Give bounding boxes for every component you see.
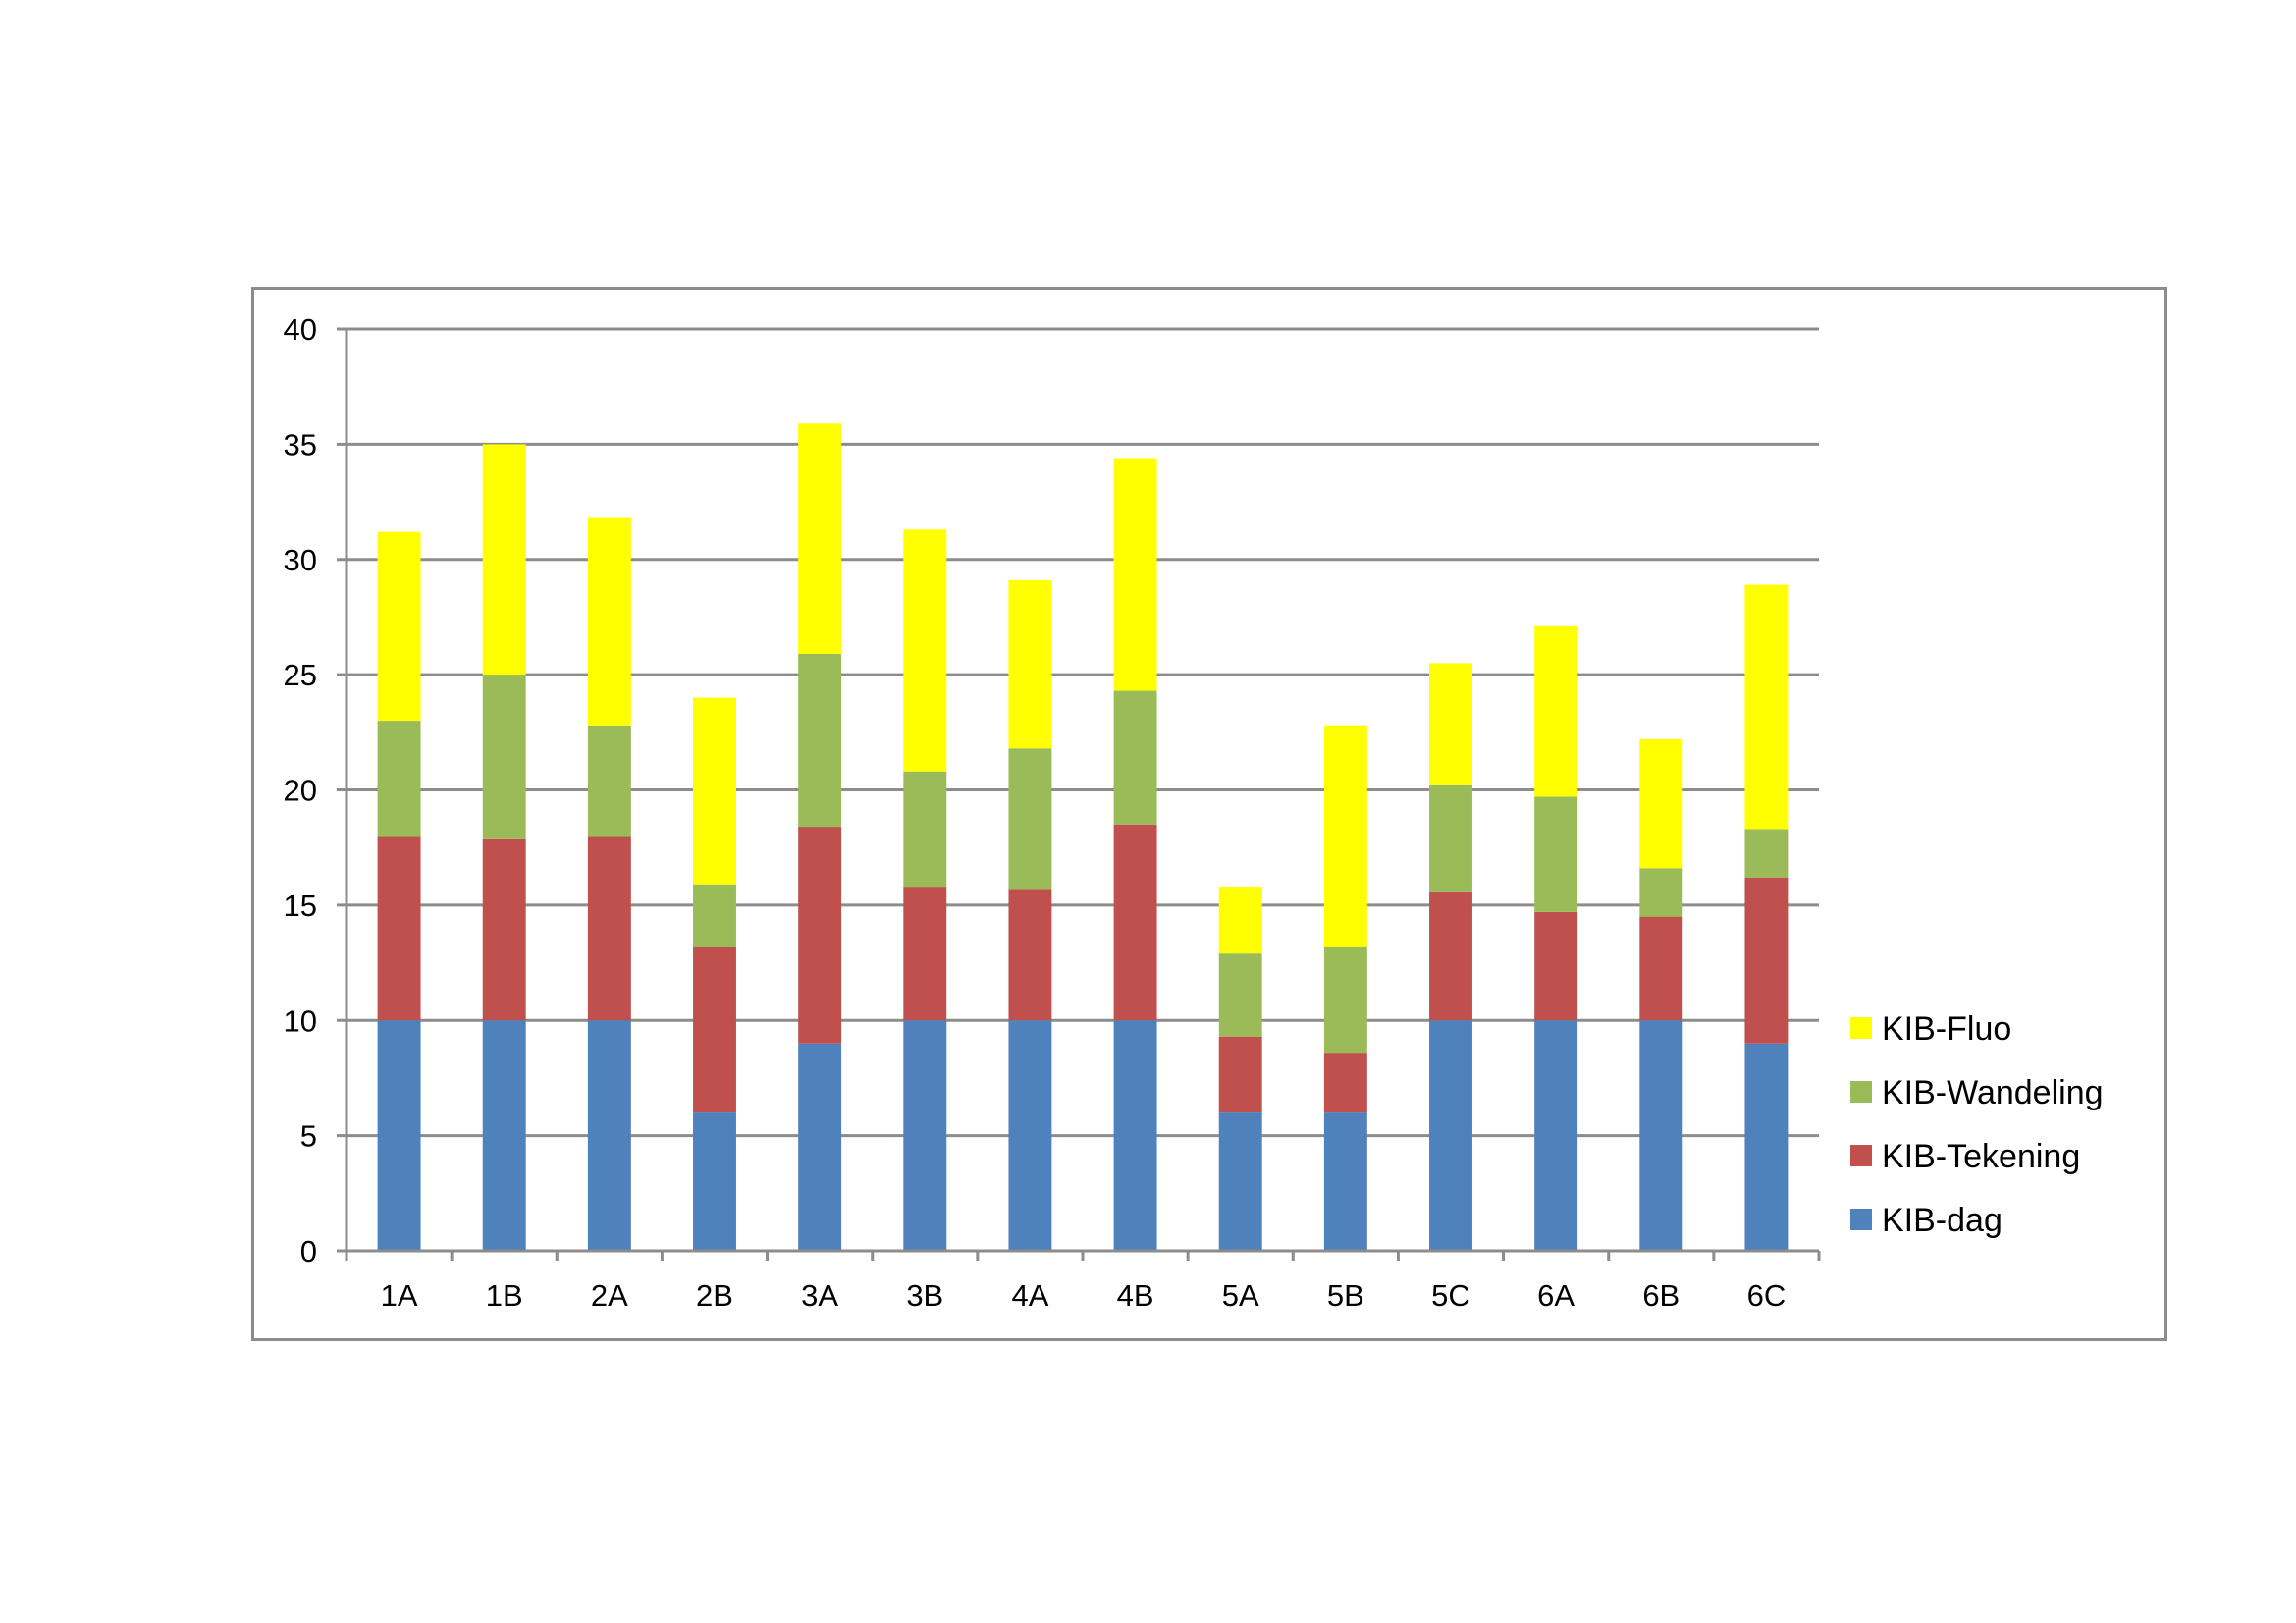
bars (377, 423, 1789, 1251)
y-tick-labels: 0 5 10 15 20 25 30 35 40 (284, 312, 317, 1269)
bar-6C-kib-wandeling (1744, 829, 1789, 878)
bar-5C-kib-tekening (1429, 891, 1472, 1021)
bar-4B-kib-fluo (1113, 458, 1157, 691)
x-tick-label-2B: 2B (696, 1278, 733, 1313)
bar-1B-kib-wandeling (482, 675, 526, 839)
bar-5A-kib-dag (1218, 1112, 1262, 1251)
bar-4A-kib-tekening (1008, 889, 1052, 1021)
x-tick-label-6C: 6C (1747, 1278, 1787, 1313)
bar-1B-kib-tekening (482, 838, 526, 1021)
bar-2A-kib-dag (587, 1020, 631, 1251)
bar-3A-kib-tekening (798, 827, 842, 1044)
bar-2B-kib-wandeling (693, 884, 736, 947)
x-tick-label-6B: 6B (1642, 1278, 1680, 1313)
x-tick-label-3B: 3B (906, 1278, 943, 1313)
bar-5C-kib-dag (1429, 1020, 1472, 1251)
x-tick-label-5C: 5C (1431, 1278, 1470, 1313)
bar-4B-kib-dag (1113, 1020, 1157, 1251)
bar-1A-kib-wandeling (377, 721, 421, 837)
legend-label-kib-fluo: KIB-Fluo (1882, 1010, 2011, 1048)
bar-4A-kib-fluo (1008, 579, 1052, 749)
bar-3A-kib-wandeling (798, 653, 842, 828)
bar-2A-kib-wandeling (587, 725, 631, 837)
x-tick-label-2A: 2A (591, 1278, 628, 1313)
bar-3A-kib-dag (798, 1043, 842, 1251)
bar-5B-kib-tekening (1323, 1053, 1367, 1113)
bar-6A-kib-tekening (1534, 911, 1578, 1021)
y-tick-label-30: 30 (284, 543, 317, 577)
bar-2B-kib-fluo (693, 697, 736, 885)
bar-6B-kib-dag (1639, 1020, 1683, 1251)
x-tick-label-1A: 1A (381, 1278, 418, 1313)
bar-5A-kib-tekening (1218, 1036, 1262, 1113)
bar-3A-kib-fluo (798, 423, 842, 654)
bar-1A-kib-dag (377, 1020, 421, 1251)
legend-label-kib-tekening: KIB-Tekening (1882, 1138, 2080, 1175)
legend-swatch-kib-fluo (1850, 1017, 1872, 1039)
bar-1A-kib-tekening (377, 836, 421, 1021)
x-tick-label-5B: 5B (1327, 1278, 1364, 1313)
bar-5C-kib-wandeling (1429, 784, 1472, 892)
y-tick-label-0: 0 (300, 1234, 317, 1269)
bar-6A-kib-dag (1534, 1020, 1578, 1251)
x-tick-label-5A: 5A (1222, 1278, 1259, 1313)
bar-6A-kib-wandeling (1534, 796, 1578, 912)
bar-5C-kib-fluo (1429, 663, 1472, 785)
gridlines (347, 327, 1819, 1138)
x-tick-label-1B: 1B (486, 1278, 523, 1313)
y-tick-label-20: 20 (284, 774, 317, 808)
bar-4A-kib-wandeling (1008, 748, 1052, 890)
legend-swatch-kib-wandeling (1850, 1081, 1872, 1103)
bar-5A-kib-fluo (1218, 887, 1262, 954)
bar-2B-kib-tekening (693, 947, 736, 1113)
y-tick-label-5: 5 (300, 1119, 317, 1154)
bar-3B-kib-tekening (903, 887, 947, 1021)
legend-swatch-kib-tekening (1850, 1145, 1872, 1166)
chart-frame: 0 5 10 15 20 25 30 35 40 1A 1B 2A 2B 3A 3B 4A 4B 5A 5B 5C 6… (251, 287, 2167, 1341)
legend: KIB-Fluo KIB-Wandeling KIB-Tekening KIB-dag (1850, 1010, 2104, 1239)
bar-4A-kib-dag (1008, 1020, 1052, 1251)
y-tick-label-10: 10 (284, 1003, 317, 1038)
legend-label-kib-dag: KIB-dag (1882, 1202, 2002, 1239)
bar-5B-kib-dag (1323, 1112, 1367, 1251)
bar-2A-kib-fluo (587, 517, 631, 726)
x-tick-label-3A: 3A (801, 1278, 838, 1313)
stacked-bar-chart: 0 5 10 15 20 25 30 35 40 1A 1B 2A 2B 3A 3B 4A 4B 5A 5B 5C 6… (284, 312, 2104, 1313)
y-tick-label-35: 35 (284, 427, 317, 461)
bar-2A-kib-tekening (587, 836, 631, 1021)
bar-4B-kib-wandeling (1113, 690, 1157, 825)
bar-1A-kib-fluo (377, 531, 421, 722)
y-tick-label-25: 25 (284, 658, 317, 692)
bar-3B-kib-fluo (903, 529, 947, 772)
bar-6C-kib-fluo (1744, 584, 1789, 830)
bar-1B-kib-fluo (482, 444, 526, 676)
bar-1B-kib-dag (482, 1020, 526, 1251)
bar-5A-kib-wandeling (1218, 953, 1262, 1037)
x-tick-label-4A: 4A (1011, 1278, 1048, 1313)
bar-3B-kib-wandeling (903, 771, 947, 888)
bar-3B-kib-dag (903, 1020, 947, 1251)
bar-5B-kib-wandeling (1323, 947, 1367, 1054)
x-tick-label-6A: 6A (1537, 1278, 1575, 1313)
bar-4B-kib-tekening (1113, 824, 1157, 1021)
legend-label-kib-wandeling: KIB-Wandeling (1882, 1074, 2104, 1111)
bar-6B-kib-tekening (1639, 916, 1683, 1021)
bar-6C-kib-dag (1744, 1043, 1789, 1251)
bar-6C-kib-tekening (1744, 877, 1789, 1044)
bar-6A-kib-fluo (1534, 625, 1578, 797)
legend-swatch-kib-dag (1850, 1209, 1872, 1230)
x-tick-labels: 1A 1B 2A 2B 3A 3B 4A 4B 5A 5B 5C 6A 6B 6C (381, 1278, 1787, 1313)
bar-2B-kib-dag (693, 1112, 736, 1251)
bar-6B-kib-fluo (1639, 738, 1683, 869)
x-tick-label-4B: 4B (1117, 1278, 1154, 1313)
bar-5B-kib-fluo (1323, 725, 1367, 947)
bar-6B-kib-wandeling (1639, 868, 1683, 917)
axes (337, 327, 1821, 1261)
y-tick-label-15: 15 (284, 889, 317, 923)
y-tick-label-40: 40 (284, 312, 317, 347)
